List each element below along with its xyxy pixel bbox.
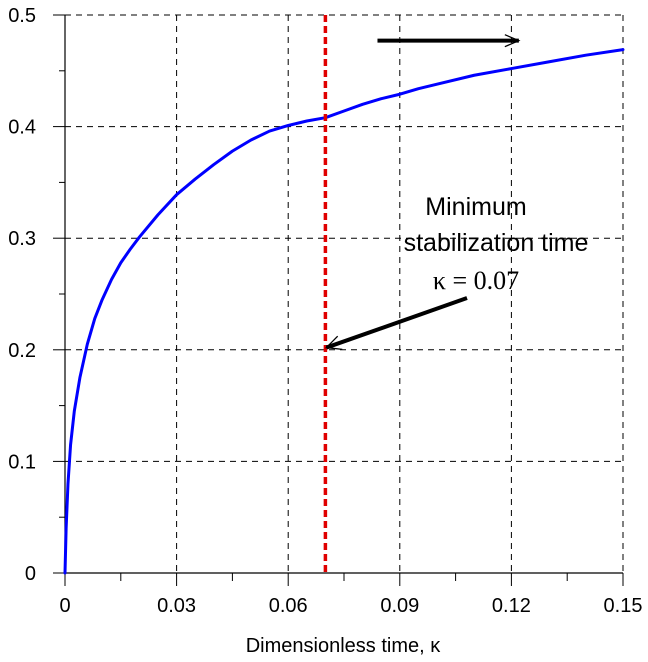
y-tick-label: 0.1 [8,451,36,473]
series [63,15,625,575]
series-arrow-head [504,34,521,48]
x-tick-label: 0.12 [492,595,531,617]
annotations: Minimum stabilization time κ = 0.07 [324,34,589,350]
annotation-arrow-line [325,296,468,350]
x-tick-label: 0.03 [157,595,196,617]
tick-labels: 0 0.03 0.06 0.09 0.12 0.15 0 0.1 0.2 0.3 0.4 0.5 [8,5,642,617]
x-tick-label: 0.15 [604,595,643,617]
grid [65,14,624,573]
annotation-line1: Minimum [425,193,526,221]
x-tick-label: 0.06 [269,595,308,617]
y-tick-label: 0.3 [8,228,36,250]
axes [64,15,623,574]
x-tick-label: 0 [59,595,70,617]
y-tick-label: 0.2 [8,340,36,362]
x-tick-label: 0.09 [380,595,419,617]
x-axis-title: Dimensionless time, κ [246,635,442,657]
annotation-arrow-head [324,335,343,350]
y-tick-label: 0 [25,563,36,585]
annotation-kappa: κ = 0.07 [433,266,519,295]
y-tick-label: 0.4 [8,117,36,139]
y-tick-label: 0.5 [8,5,36,27]
ticks [53,14,624,586]
series-line [63,48,625,575]
annotation-line2: stabilization time [404,229,589,257]
